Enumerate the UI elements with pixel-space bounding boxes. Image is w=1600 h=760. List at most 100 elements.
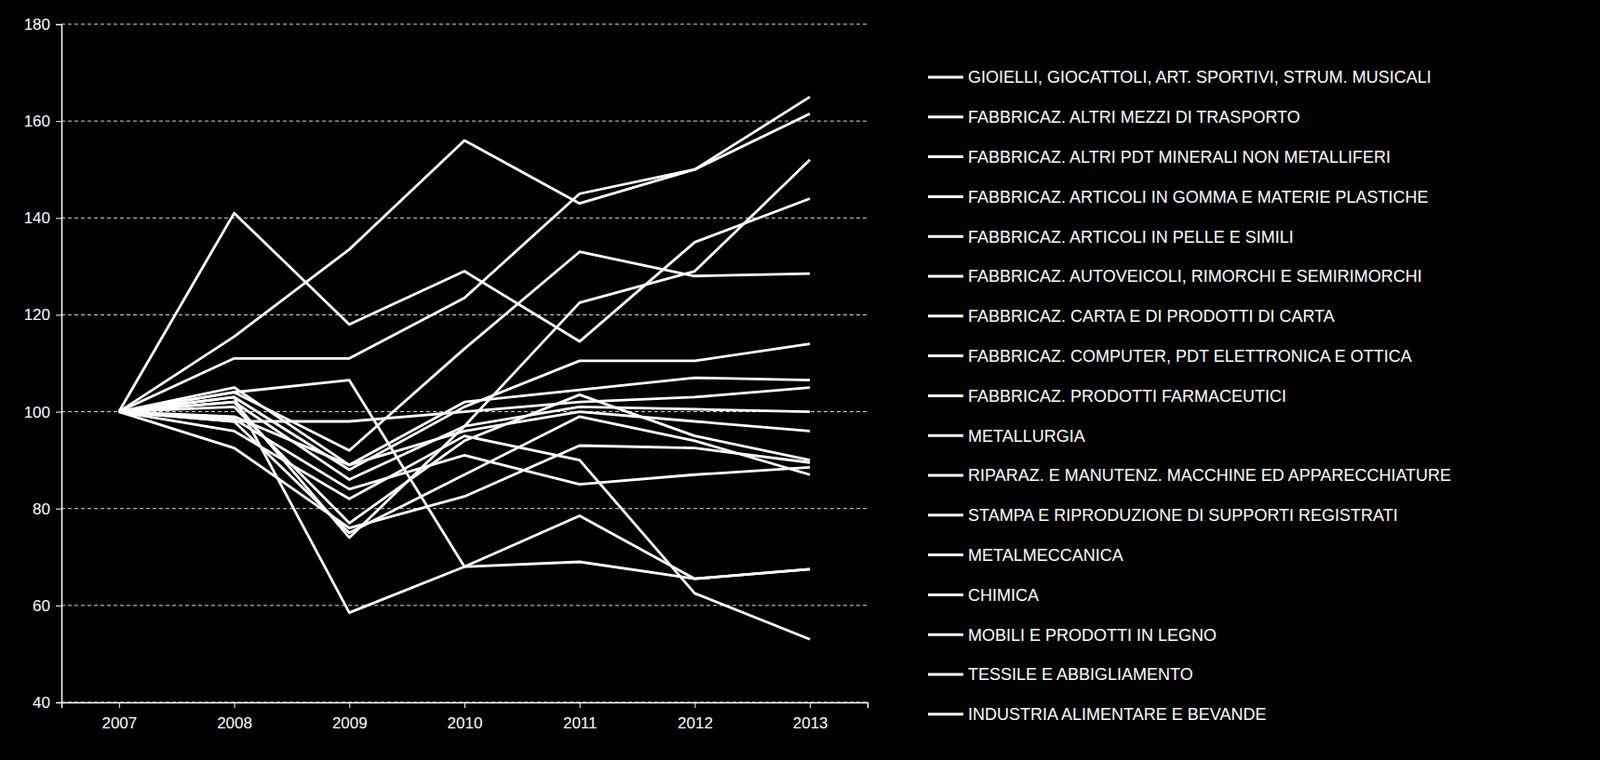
x-axis-line	[62, 703, 869, 710]
legend-label: FABBRICAZ. AUTOVEICOLI, RIMORCHI E SEMIR…	[968, 267, 1423, 286]
series-line	[119, 113, 810, 412]
y-tick-mark	[55, 24, 62, 26]
y-tick: 120	[24, 306, 62, 324]
x-tick: 2008	[216, 702, 253, 733]
y-tick-label: 80	[32, 500, 51, 519]
legend-label: TESSILE E ABBIGLIAMENTO	[968, 665, 1194, 685]
series-line	[119, 412, 810, 534]
legend-label: GIOIELLI, GIOCATTOLI, ART. SPORTIVI, STR…	[968, 67, 1432, 87]
x-tick-label: 2008	[216, 714, 253, 733]
legend-item: TESSILE E ABBIGLIAMENTO	[927, 665, 1194, 685]
legend-label: METALMECCANICA	[968, 546, 1124, 565]
legend-swatch	[927, 195, 964, 199]
x-tick: 2013	[793, 702, 829, 733]
y-axis: 40 60 80 100 120 140 160 180	[24, 15, 63, 713]
legend-label: CHIMICA	[968, 586, 1039, 606]
y-tick-mark	[55, 412, 62, 414]
y-tick-mark	[55, 702, 62, 704]
legend-item: MOBILI E PRODOTTI IN LEGNO	[927, 626, 1217, 646]
grid-line	[61, 217, 868, 219]
y-tick-mark	[55, 314, 62, 316]
legend-swatch	[927, 115, 964, 119]
y-tick-mark	[55, 121, 62, 122]
legend-label: MOBILI E PRODOTTI IN LEGNO	[968, 626, 1217, 646]
y-tick: 80	[32, 500, 62, 519]
legend-label: FABBRICAZ. ALTRI MEZZI DI TRASPORTO	[968, 107, 1301, 127]
x-tick-mark	[234, 702, 236, 709]
y-tick: 160	[24, 112, 62, 131]
y-tick-label: 100	[24, 403, 51, 422]
legend-item: METALLURGIA	[927, 427, 1086, 446]
legend-label: RIPARAZ. E MANUTENZ. MACCHINE ED APPAREC…	[968, 466, 1452, 485]
legend-item: FABBRICAZ. PRODOTTI FARMACEUTICI	[927, 387, 1287, 406]
x-tick-label: 2010	[447, 714, 484, 733]
legend-swatch	[927, 354, 964, 358]
legend-label: INDUSTRIA ALIMENTARE E BEVANDE	[968, 705, 1266, 725]
legend: GIOIELLI, GIOCATTOLI, ART. SPORTIVI, STR…	[927, 67, 1452, 725]
legend-label: FABBRICAZ. ALTRI PDT MINERALI NON METALL…	[968, 147, 1391, 167]
legend-item: FABBRICAZ. ARTICOLI IN PELLE E SIMILI	[927, 228, 1294, 247]
legend-swatch	[927, 553, 964, 557]
series-line	[119, 160, 810, 538]
legend-item: STAMPA E RIPRODUZIONE DI SUPPORTI REGIST…	[927, 506, 1399, 525]
x-tick-mark	[349, 702, 350, 709]
x-tick: 2012	[677, 702, 713, 733]
legend-swatch	[927, 314, 964, 318]
x-tick-mark	[464, 702, 466, 709]
legend-swatch	[927, 593, 964, 597]
legend-item: FABBRICAZ. CARTA E DI PRODOTTI DI CARTA	[927, 307, 1335, 326]
legend-swatch	[927, 434, 964, 438]
legend-label: FABBRICAZ. ARTICOLI IN GOMMA E MATERIE P…	[968, 188, 1428, 207]
legend-item: FABBRICAZ. COMPUTER, PDT ELETTRONICA E O…	[927, 347, 1412, 366]
legend-swatch	[927, 712, 964, 716]
x-tick: 2009	[332, 702, 368, 733]
legend-swatch	[927, 513, 964, 517]
grid-line	[61, 605, 868, 606]
y-tick-mark	[55, 217, 62, 219]
legend-label: STAMPA E RIPRODUZIONE DI SUPPORTI REGIST…	[968, 506, 1399, 525]
legend-swatch	[927, 275, 964, 279]
x-axis: 2007 2008 2009 2010 2011 2012 2013	[62, 702, 869, 733]
y-tick-label: 180	[24, 15, 51, 34]
grid-line	[61, 24, 868, 26]
legend-swatch	[927, 235, 964, 239]
y-tick-label: 120	[24, 306, 51, 324]
legend-swatch	[927, 633, 964, 637]
plot: 40 60 80 100 120 140 160 180 2007 2008 2009 2010 201…	[24, 15, 869, 733]
x-tick: 2007	[101, 702, 137, 733]
x-tick-label: 2013	[793, 714, 829, 733]
legend-item: FABBRICAZ. AUTOVEICOLI, RIMORCHI E SEMIR…	[927, 267, 1423, 286]
legend-swatch	[927, 394, 964, 398]
series-line	[119, 380, 810, 579]
y-tick: 100	[24, 403, 62, 422]
x-tick: 2011	[563, 702, 598, 733]
legend-item: METALMECCANICA	[927, 546, 1124, 565]
legend-swatch	[927, 474, 964, 478]
y-tick-label: 60	[32, 597, 51, 616]
grid-line	[61, 508, 868, 510]
legend-label: FABBRICAZ. CARTA E DI PRODOTTI DI CARTA	[968, 307, 1335, 326]
series-line	[119, 412, 810, 529]
series-line	[119, 198, 810, 412]
x-tick: 2010	[447, 702, 484, 733]
y-tick-label: 140	[24, 209, 51, 228]
x-tick-mark	[119, 702, 121, 709]
series-line	[119, 394, 810, 524]
legend-label: METALLURGIA	[968, 427, 1086, 446]
series-line	[119, 412, 810, 641]
legend-item: CHIMICA	[927, 586, 1039, 606]
chart: 40 60 80 100 120 140 160 180 2007 2008 2009 2010 201…	[0, 0, 1600, 760]
grid	[61, 24, 868, 703]
legend-item: FABBRICAZ. ALTRI MEZZI DI TRASPORTO	[927, 107, 1301, 127]
legend-swatch	[927, 76, 964, 80]
grid-line	[61, 121, 868, 122]
y-tick: 40	[32, 694, 62, 713]
y-tick-label: 40	[32, 694, 51, 713]
legend-item: INDUSTRIA ALIMENTARE E BEVANDE	[927, 705, 1266, 725]
y-tick-mark	[55, 605, 62, 607]
x-tick-label: 2011	[563, 714, 598, 733]
y-tick-mark	[55, 509, 62, 511]
legend-item: RIPARAZ. E MANUTENZ. MACCHINE ED APPAREC…	[927, 466, 1452, 485]
y-tick: 60	[32, 597, 62, 616]
lines	[119, 96, 810, 640]
